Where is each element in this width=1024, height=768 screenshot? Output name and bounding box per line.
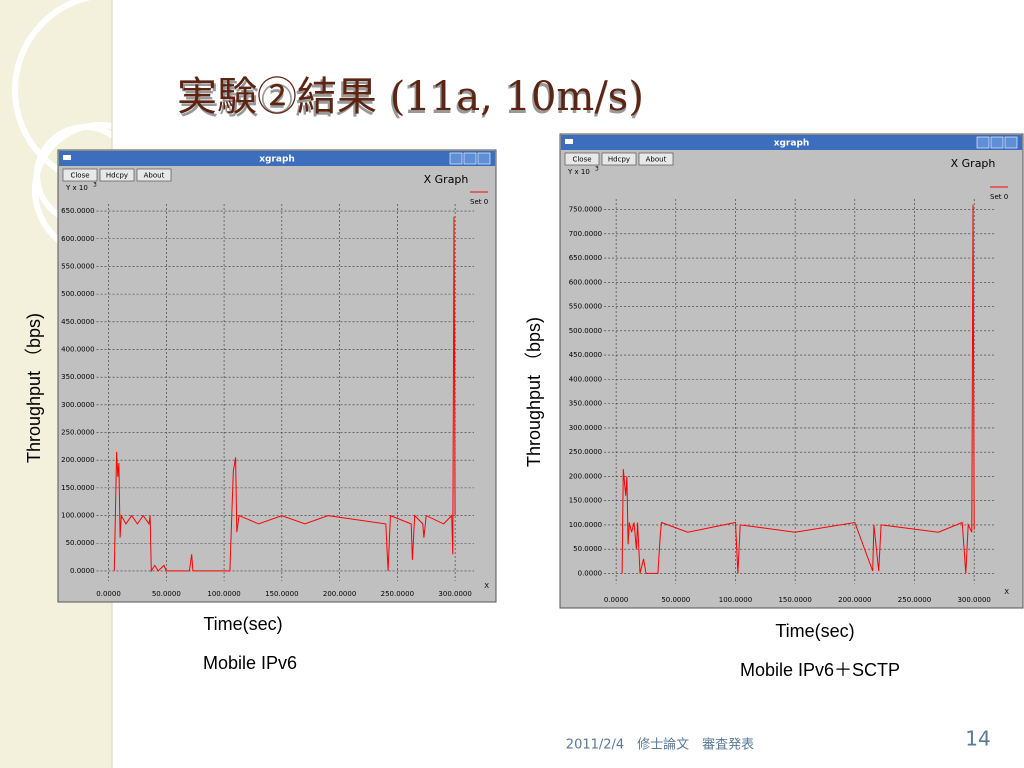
data-line — [113, 216, 456, 573]
button-label[interactable]: Hdcpy — [106, 172, 128, 180]
window-control — [990, 136, 1004, 149]
y-tick-label: 50.0000 — [573, 545, 602, 553]
y-unit: Y x 10 — [65, 184, 88, 192]
y-tick-label: 400.0000 — [569, 375, 602, 383]
x-tick-label: 150.0000 — [778, 596, 811, 604]
y-tick-label: 50.0000 — [66, 539, 95, 547]
y-tick-label: 300.0000 — [61, 401, 94, 409]
y-tick-label: 150.0000 — [61, 484, 94, 492]
page-number: 14 — [965, 727, 990, 751]
button[interactable] — [601, 152, 637, 166]
slide-title: 実験②結果 (11a, 10m/s) — [177, 74, 644, 120]
y-unit-exp: 3 — [595, 166, 599, 173]
y-tick-label: 600.0000 — [61, 235, 94, 243]
x-tick-label: 250.0000 — [381, 590, 414, 598]
window-title: xgraph — [774, 139, 810, 149]
y-tick-label: 350.0000 — [569, 400, 602, 408]
caption: Mobile IPv6＋SCTP — [740, 660, 900, 680]
caption: Mobile IPv6 — [203, 653, 297, 673]
window-control — [1004, 136, 1018, 149]
y-tick-label: 0.0000 — [578, 569, 603, 577]
window-menu-icon — [565, 139, 573, 144]
y-tick-label: 400.0000 — [61, 345, 94, 353]
button-label[interactable]: About — [646, 156, 667, 164]
button[interactable] — [638, 152, 674, 166]
y-tick-label: 500.0000 — [61, 290, 94, 298]
button[interactable] — [136, 168, 172, 182]
y-unit: Y x 10 — [567, 168, 590, 176]
y-tick-label: 300.0000 — [569, 424, 602, 432]
button-label[interactable]: About — [144, 172, 165, 180]
y-tick-label: 650.0000 — [569, 254, 602, 262]
y-tick-label: 600.0000 — [569, 278, 602, 286]
window-control — [463, 152, 477, 165]
window-title: xgraph — [259, 155, 295, 165]
y-unit-exp: 3 — [93, 182, 97, 189]
title-bar — [59, 151, 495, 166]
button-label[interactable]: Close — [70, 172, 89, 180]
window-menu-icon — [63, 155, 71, 160]
y-tick-label: 450.0000 — [61, 318, 94, 326]
y-axis-label: Throughput （bps) — [524, 317, 544, 467]
x-axis-name: X — [484, 582, 489, 590]
button-label[interactable]: Hdcpy — [608, 156, 630, 164]
y-axis-label: Throughput （bps) — [24, 313, 44, 463]
y-tick-label: 100.0000 — [569, 521, 602, 529]
legend-label: Set 0 — [990, 193, 1008, 201]
x-tick-label: 100.0000 — [207, 590, 240, 598]
x-axis-label: Time(sec) — [203, 614, 282, 634]
footer: 2011/2/4 修士論文 審査発表 — [566, 737, 754, 753]
y-tick-label: 100.0000 — [61, 512, 94, 520]
window — [559, 133, 1024, 609]
y-tick-label: 750.0000 — [569, 206, 602, 214]
y-tick-label: 250.0000 — [569, 448, 602, 456]
button[interactable] — [62, 168, 98, 182]
y-tick-label: 0.0000 — [70, 567, 95, 575]
window-control — [449, 152, 463, 165]
y-tick-label: 550.0000 — [61, 262, 94, 270]
x-axis-name: X — [1004, 588, 1009, 596]
chart-title: X Graph — [951, 157, 996, 170]
chart-title: X Graph — [424, 173, 469, 186]
x-tick-label: 150.0000 — [265, 590, 298, 598]
title-bar — [561, 135, 1022, 150]
title-shadow: 実験②結果 (11a, 10m/s) — [179, 77, 644, 123]
x-axis-label: Time(sec) — [775, 621, 854, 641]
y-tick-label: 500.0000 — [569, 327, 602, 335]
x-tick-label: 200.0000 — [838, 596, 871, 604]
x-tick-label: 100.0000 — [719, 596, 752, 604]
x-tick-label: 300.0000 — [957, 596, 990, 604]
x-tick-label: 200.0000 — [323, 590, 356, 598]
window-control — [976, 136, 990, 149]
window-control — [477, 152, 491, 165]
y-tick-label: 650.0000 — [61, 207, 94, 215]
button[interactable] — [564, 152, 600, 166]
x-tick-label: 300.0000 — [438, 590, 471, 598]
y-tick-label: 200.0000 — [61, 456, 94, 464]
x-tick-label: 250.0000 — [898, 596, 931, 604]
x-tick-label: 0.0000 — [96, 590, 121, 598]
y-tick-label: 700.0000 — [569, 230, 602, 238]
y-tick-label: 550.0000 — [569, 303, 602, 311]
y-tick-label: 250.0000 — [61, 429, 94, 437]
legend-label: Set 0 — [470, 198, 488, 206]
button-label[interactable]: Close — [572, 156, 591, 164]
window — [57, 149, 497, 603]
y-tick-label: 200.0000 — [569, 472, 602, 480]
y-tick-label: 450.0000 — [569, 351, 602, 359]
data-line — [621, 204, 975, 574]
y-tick-label: 150.0000 — [569, 497, 602, 505]
y-tick-label: 350.0000 — [61, 373, 94, 381]
x-tick-label: 50.0000 — [152, 590, 181, 598]
button[interactable] — [99, 168, 135, 182]
x-tick-label: 0.0000 — [604, 596, 629, 604]
x-tick-label: 50.0000 — [661, 596, 690, 604]
